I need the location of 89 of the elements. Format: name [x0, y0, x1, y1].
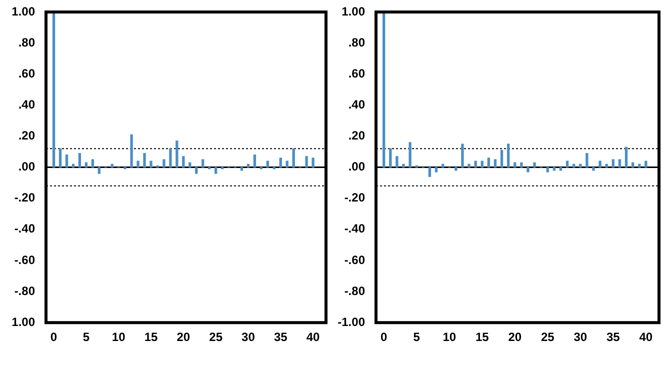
bar	[434, 166, 438, 172]
bar	[454, 166, 458, 171]
bar	[162, 159, 166, 168]
y-tick-label: -.60	[14, 252, 36, 267]
bar	[279, 158, 282, 168]
y-tick-label: -.20	[344, 190, 366, 205]
y-tick-label: .80	[348, 35, 366, 50]
bar	[124, 166, 126, 170]
x-tick-label: 20	[176, 330, 190, 344]
bar	[143, 152, 146, 168]
y-tick-label: 1.00	[12, 4, 36, 18]
y-tick-label: .80	[18, 35, 36, 50]
bar	[305, 156, 308, 168]
y-tick-label: -.40	[14, 222, 36, 236]
bar	[182, 156, 185, 168]
y-tick-label: -1.00	[338, 314, 366, 329]
bar	[500, 150, 504, 168]
x-tick-label: 5	[82, 330, 90, 344]
bar	[612, 159, 614, 168]
x-tick-label: 15	[144, 330, 158, 344]
bar	[58, 148, 62, 168]
x-tick-label: 15	[475, 330, 490, 344]
x-tick-label: 40	[306, 330, 320, 344]
bar	[618, 159, 622, 168]
x-tick-label: 5	[413, 330, 420, 344]
bar	[624, 146, 628, 168]
bar	[202, 159, 204, 168]
x-tick-label: 30	[242, 330, 256, 344]
bar	[382, 12, 386, 168]
bar	[598, 160, 602, 168]
x-tick-label: 0	[380, 330, 388, 344]
bar	[546, 166, 549, 172]
bar	[494, 159, 497, 168]
bar	[533, 162, 536, 168]
y-tick-label: 1.00	[342, 4, 366, 18]
bar	[169, 148, 172, 168]
x-tick-label: 0	[50, 330, 58, 344]
y-tick-label: .60	[348, 66, 366, 80]
bar	[150, 160, 152, 168]
x-tick-label: 35	[274, 330, 288, 344]
y-tick-label: .40	[348, 97, 366, 112]
bar	[195, 166, 198, 174]
bar	[592, 166, 595, 171]
y-tick-label: -.80	[344, 284, 366, 298]
bar	[214, 166, 218, 174]
y-tick-label: -.20	[14, 190, 36, 205]
bar	[586, 152, 588, 168]
bar	[520, 162, 523, 168]
bar	[136, 160, 140, 168]
bar	[176, 140, 178, 168]
bar	[526, 166, 530, 172]
bar	[468, 164, 470, 168]
y-tick-label: .40	[18, 97, 36, 112]
bar	[402, 164, 405, 168]
y-tick-label: .00	[348, 160, 366, 174]
bar	[52, 12, 56, 168]
bar	[98, 166, 100, 174]
bar	[461, 144, 464, 168]
bar	[130, 134, 133, 168]
y-tick-label: .20	[18, 128, 36, 143]
bar	[253, 154, 256, 168]
y-tick-label: .60	[18, 66, 36, 80]
bar	[408, 142, 412, 168]
bar	[474, 160, 477, 168]
x-tick-label: 35	[606, 330, 620, 344]
bar	[312, 158, 314, 168]
x-tick-label: 25	[209, 330, 223, 344]
bar	[156, 165, 159, 168]
y-tick-label: .20	[348, 128, 366, 143]
x-tick-label: 40	[639, 330, 653, 344]
y-tick-label: 1.00	[12, 314, 36, 329]
bar	[428, 166, 432, 177]
y-tick-label: -.60	[344, 252, 366, 267]
bar	[292, 148, 295, 168]
bar	[78, 152, 82, 168]
y-tick-label: .00	[18, 160, 36, 174]
x-tick-label: 10	[112, 330, 126, 344]
bar	[65, 154, 68, 168]
bar	[487, 158, 490, 168]
x-tick-label: 10	[442, 330, 456, 344]
bar	[389, 148, 392, 168]
y-tick-label: -.80	[14, 284, 36, 298]
x-tick-label: 30	[574, 330, 588, 344]
x-tick-label: 20	[508, 330, 522, 344]
bar	[396, 156, 398, 168]
bar	[507, 144, 510, 168]
y-tick-label: -.40	[344, 222, 366, 236]
x-tick-label: 25	[540, 330, 555, 344]
bar	[91, 159, 94, 168]
